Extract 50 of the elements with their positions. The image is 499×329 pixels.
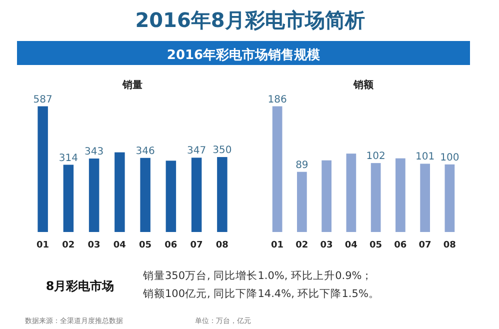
data-label: 346 (136, 146, 155, 157)
bar (63, 164, 74, 232)
x-tick-label: 01 (36, 240, 50, 250)
bar (370, 163, 381, 232)
x-tick-label: 03 (320, 240, 333, 250)
text: 8月彩电市场 (46, 279, 114, 293)
x-tick-label: 02 (62, 240, 75, 250)
data-label: 587 (33, 94, 52, 106)
data-label: 343 (84, 146, 104, 158)
bar (217, 157, 228, 232)
bar (444, 164, 455, 232)
x-tick-label: 04 (344, 240, 358, 250)
text: 销量350万台, 同比增长1.0%, 环比上升0.9%； (142, 269, 373, 282)
bar (38, 106, 48, 232)
data-label: 314 (58, 152, 78, 164)
text: 2016年8月彩电市场简析 (135, 8, 365, 32)
text: 2016年彩电市场销售规模 (166, 47, 320, 63)
x-tick-label: 08 (216, 240, 228, 250)
data-label: 350 (212, 145, 232, 156)
data-label: 89 (296, 160, 308, 171)
bar (346, 154, 356, 232)
bar (420, 164, 430, 232)
x-tick-label: 04 (113, 240, 126, 250)
bar (114, 152, 125, 232)
bar (166, 160, 176, 232)
x-tick-label: 08 (443, 240, 456, 250)
text: 销额100亿元, 同比下降14.4%, 环比下降1.5%。 (142, 287, 380, 300)
bar (140, 158, 150, 232)
x-tick-label: 01 (271, 240, 284, 250)
bar (272, 106, 282, 232)
chart-title: 销额 (352, 79, 374, 91)
data-label: 101 (416, 152, 435, 163)
data-label: 347 (187, 146, 206, 157)
chart-title: 销量 (122, 79, 142, 91)
data-label: 186 (268, 94, 287, 106)
data-label: 102 (366, 151, 386, 162)
bar (322, 160, 332, 232)
bar (191, 158, 202, 232)
x-tick-label: 05 (370, 240, 382, 250)
x-tick-label: 06 (164, 240, 178, 250)
x-tick-label: 03 (88, 240, 100, 250)
bar (297, 172, 307, 232)
bar (88, 158, 100, 232)
bar (396, 158, 406, 232)
x-tick-label: 02 (296, 240, 308, 250)
x-tick-label: 07 (418, 240, 432, 250)
x-tick-label: 07 (190, 240, 203, 250)
x-tick-label: 05 (139, 240, 152, 250)
data-label: 100 (440, 152, 460, 164)
x-tick-label: 06 (394, 240, 407, 250)
